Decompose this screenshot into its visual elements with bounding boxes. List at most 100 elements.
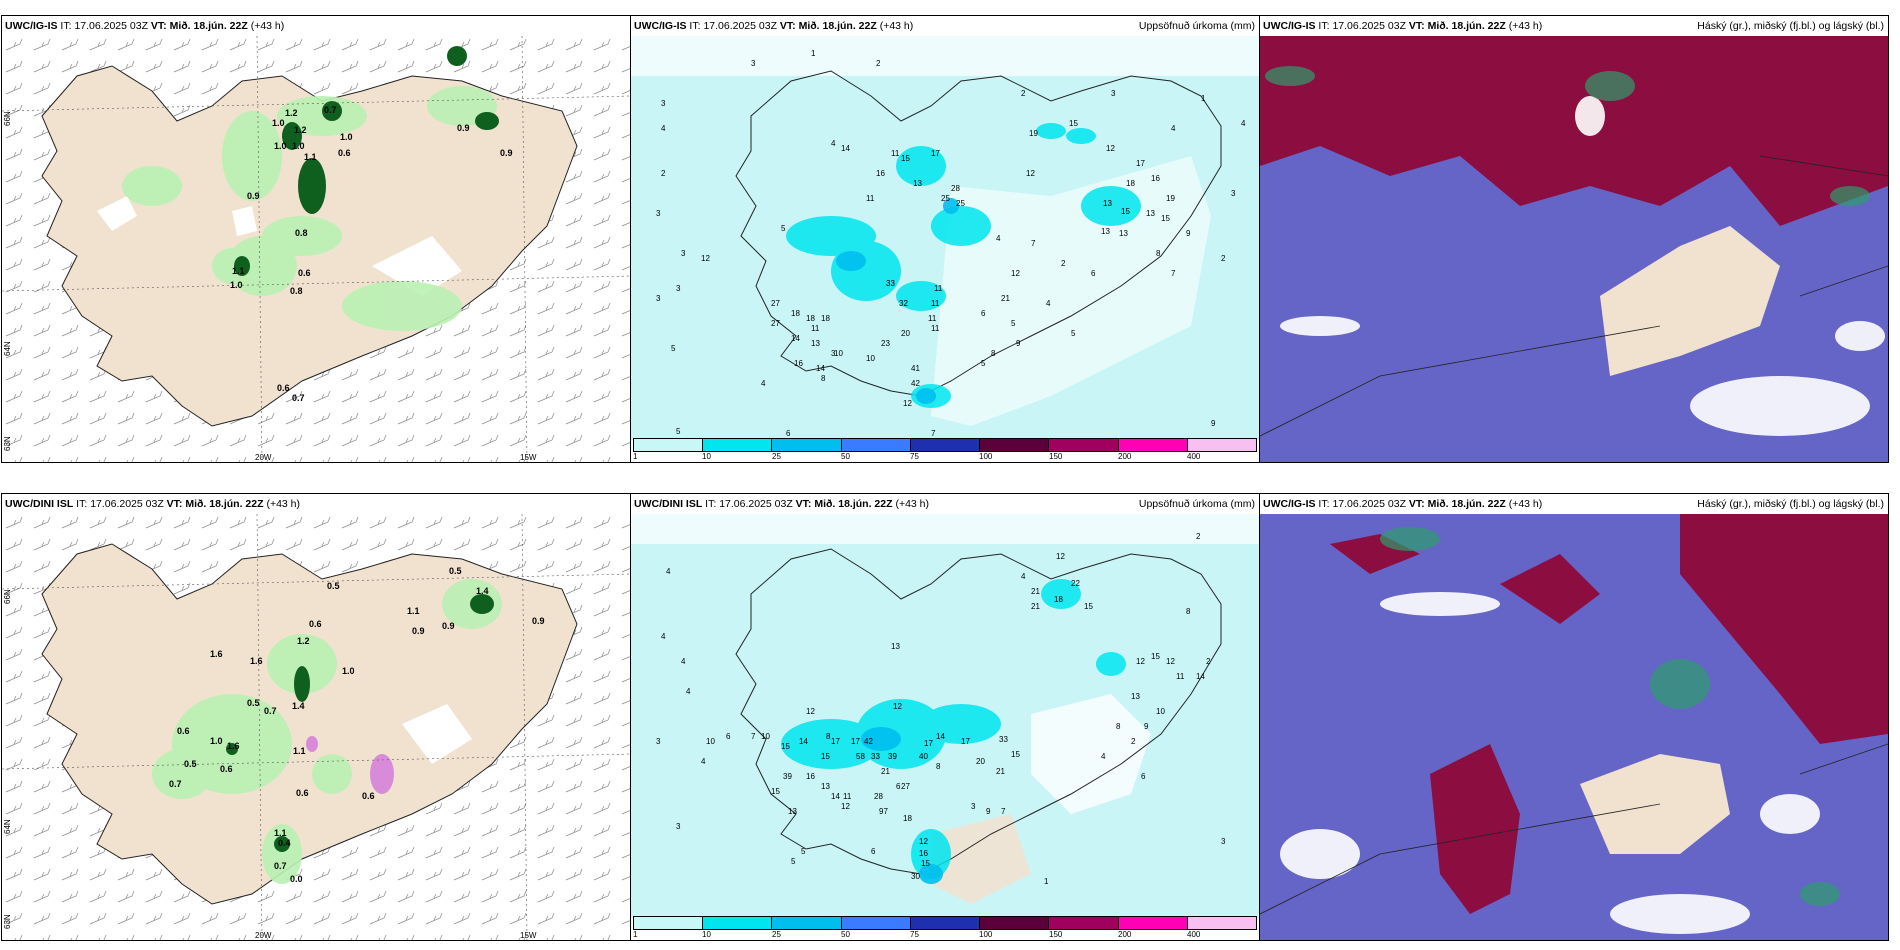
svg-text:15: 15 [921, 859, 930, 868]
panel-header: UWC/DINI ISL IT: 17.06.2025 03Z VT: Mið.… [631, 494, 1259, 514]
svg-text:13: 13 [1131, 692, 1140, 701]
svg-text:12: 12 [841, 802, 850, 811]
svg-text:1.2: 1.2 [294, 125, 307, 135]
svg-text:18: 18 [1054, 595, 1063, 604]
svg-text:3: 3 [1221, 837, 1226, 846]
svg-text:21: 21 [1031, 602, 1040, 611]
cloud-map[interactable] [1260, 36, 1888, 462]
svg-text:8: 8 [821, 374, 826, 383]
svg-text:19: 19 [1166, 194, 1175, 203]
svg-text:5: 5 [1011, 319, 1016, 328]
svg-text:39: 39 [888, 752, 897, 761]
svg-text:23: 23 [881, 339, 890, 348]
initial-time: 17.06.2025 03Z [74, 20, 148, 32]
svg-text:4: 4 [701, 757, 706, 766]
cloud-map-panel-top: UWC/IG-IS IT: 17.06.2025 03Z VT: Mið. 18… [1259, 15, 1889, 463]
svg-text:1.0: 1.0 [292, 141, 305, 151]
svg-text:17: 17 [851, 737, 860, 746]
svg-text:0.5: 0.5 [327, 581, 340, 591]
svg-text:12: 12 [903, 399, 912, 408]
svg-text:18: 18 [821, 314, 830, 323]
svg-text:8: 8 [991, 349, 996, 358]
panel-title: Háský (gr.), miðský (fj.bl.) og lágský (… [1697, 20, 1884, 32]
svg-text:1.4: 1.4 [292, 701, 305, 711]
svg-text:8: 8 [936, 762, 941, 771]
svg-text:3: 3 [751, 59, 756, 68]
panel-title: Uppsöfnuð úrkoma (mm) [1138, 498, 1255, 510]
svg-text:3: 3 [831, 349, 836, 358]
svg-text:8: 8 [1116, 722, 1121, 731]
svg-text:11: 11 [928, 314, 937, 323]
svg-text:3: 3 [661, 99, 666, 108]
wind-map-canvas: 1.2 1.0 0.7 1.2 1.0 1.0 1.0 1.1 0.6 0.9 … [2, 36, 630, 462]
svg-text:6: 6 [726, 732, 731, 741]
svg-text:16: 16 [1151, 174, 1160, 183]
svg-text:27: 27 [901, 782, 910, 791]
svg-text:8: 8 [1156, 249, 1161, 258]
svg-text:10: 10 [706, 737, 715, 746]
cloud-map[interactable] [1260, 514, 1888, 940]
wind-map[interactable]: 0.5 1.4 0.5 1.1 0.9 0.9 0.9 1.6 1.6 0.6 … [2, 514, 630, 940]
svg-text:5: 5 [781, 224, 786, 233]
svg-text:15: 15 [1151, 652, 1160, 661]
svg-text:13: 13 [1101, 227, 1110, 236]
svg-text:18: 18 [791, 309, 800, 318]
svg-text:0.4: 0.4 [278, 838, 291, 848]
svg-text:0.5: 0.5 [184, 759, 197, 769]
svg-text:9: 9 [1016, 339, 1021, 348]
svg-text:0.9: 0.9 [442, 621, 455, 631]
model-name: UWC/IG-IS [5, 20, 58, 32]
lon-label: 20W [255, 931, 272, 940]
precip-colorbar: 1 10 25 50 75 100 150 200 400 [633, 916, 1257, 939]
svg-text:13: 13 [788, 807, 797, 816]
wind-map-panel-bottom: UWC/DINI ISL IT: 17.06.2025 03Z VT: Mið.… [1, 493, 631, 941]
svg-text:5: 5 [676, 427, 681, 436]
svg-text:0.7: 0.7 [169, 779, 182, 789]
svg-text:2: 2 [1206, 657, 1211, 666]
svg-text:15: 15 [1069, 119, 1078, 128]
svg-text:17: 17 [931, 149, 940, 158]
svg-text:1: 1 [811, 49, 816, 58]
svg-text:18: 18 [806, 314, 815, 323]
svg-text:16: 16 [919, 849, 928, 858]
precip-map[interactable]: 3 3 3 2 5 4 3 3 1 2 3 1 3 12 4 5 5 6 2 4 [631, 36, 1259, 440]
svg-text:30: 30 [911, 872, 920, 881]
svg-text:1.4: 1.4 [476, 586, 489, 596]
lat-label: 64N [3, 819, 12, 834]
svg-text:14: 14 [1196, 672, 1205, 681]
svg-text:2: 2 [1021, 89, 1026, 98]
svg-text:40: 40 [919, 752, 928, 761]
svg-text:21: 21 [996, 767, 1005, 776]
svg-text:9: 9 [1186, 229, 1191, 238]
svg-text:6: 6 [981, 309, 986, 318]
svg-text:14: 14 [936, 732, 945, 741]
svg-text:0.5: 0.5 [247, 698, 260, 708]
svg-text:6: 6 [786, 429, 791, 438]
svg-text:15: 15 [1121, 207, 1130, 216]
svg-text:4: 4 [761, 379, 766, 388]
svg-text:13: 13 [821, 782, 830, 791]
precip-map-panel-top: UWC/IG-IS IT: 17.06.2025 03Z VT: Mið. 18… [630, 15, 1260, 463]
panel-header: UWC/IG-IS IT: 17.06.2025 03Z VT: Mið. 18… [1260, 494, 1888, 514]
wind-map[interactable]: 1.2 1.0 0.7 1.2 1.0 1.0 1.0 1.1 0.6 0.9 … [2, 36, 630, 462]
svg-text:21: 21 [1031, 587, 1040, 596]
svg-text:0.6: 0.6 [309, 619, 322, 629]
colorbar-swatch [1118, 917, 1188, 929]
svg-text:9: 9 [1144, 722, 1149, 731]
svg-text:0.8: 0.8 [295, 228, 308, 238]
svg-text:22: 22 [1071, 579, 1080, 588]
panel-header: UWC/IG-IS IT: 17.06.2025 03Z VT: Mið. 18… [5, 20, 285, 32]
precip-map[interactable]: 4 4 4 4 3 2 5 4 3 10 6 7 10 2 8 12 13 15… [631, 514, 1259, 918]
svg-text:12: 12 [1106, 144, 1115, 153]
svg-text:58: 58 [856, 752, 865, 761]
svg-text:4: 4 [661, 632, 666, 641]
svg-text:12: 12 [1011, 269, 1020, 278]
colorbar-swatch [910, 917, 981, 929]
svg-text:14: 14 [831, 792, 840, 801]
svg-text:0.9: 0.9 [412, 626, 425, 636]
svg-text:6: 6 [896, 782, 901, 791]
svg-text:2: 2 [661, 169, 666, 178]
svg-text:0.6: 0.6 [296, 788, 309, 798]
svg-text:4: 4 [686, 687, 691, 696]
svg-text:21: 21 [881, 767, 890, 776]
